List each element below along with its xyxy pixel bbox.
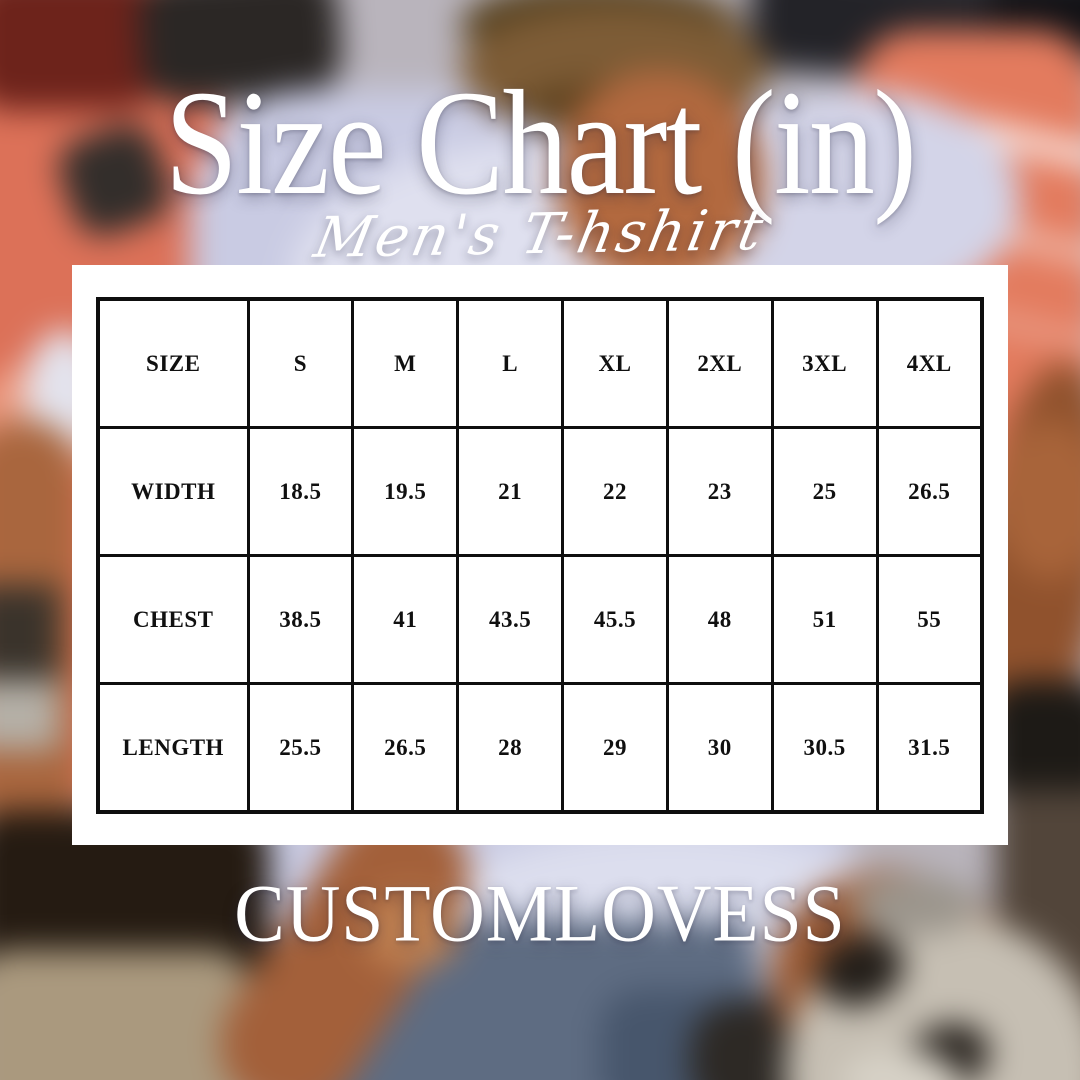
header-cell-2xl: 2XL	[665, 297, 774, 429]
table-row-width: WIDTH 18.5 19.5 21 22 23 25 26.5	[96, 426, 984, 557]
size-cell: 43.5	[456, 554, 565, 685]
page-title: Size Chart (in)	[164, 60, 917, 226]
bg-truck-dark-corner	[0, 0, 160, 110]
size-cell: 19.5	[351, 426, 460, 557]
size-chart-table: SIZE S M L XL 2XL 3XL 4XL WIDTH 18.5 19.…	[96, 297, 984, 814]
bg-right-elbow	[995, 420, 1080, 580]
header-cell-s: S	[246, 297, 355, 429]
size-cell: 25	[770, 426, 879, 557]
size-cell: 41	[351, 554, 460, 685]
row-label: WIDTH	[96, 426, 250, 557]
bg-left-gray-band	[0, 680, 60, 750]
size-cell: 29	[561, 682, 669, 814]
header-cell-xl: XL	[561, 297, 669, 429]
row-label: CHEST	[96, 554, 250, 685]
bg-left-dark-band	[0, 585, 60, 695]
size-cell: 30.5	[770, 682, 879, 814]
size-cell: 26.5	[351, 682, 460, 814]
table-row-length: LENGTH 25.5 26.5 28 29 30 30.5 31.5	[96, 682, 984, 814]
row-label: LENGTH	[96, 682, 250, 814]
bg-left-hand	[360, 890, 460, 970]
header-cell-size: SIZE	[96, 297, 250, 429]
size-cell: 18.5	[246, 426, 355, 557]
size-cell: 26.5	[875, 426, 984, 557]
size-cell: 48	[665, 554, 774, 685]
size-cell: 23	[665, 426, 774, 557]
header-cell-4xl: 4XL	[875, 297, 984, 429]
size-cell: 21	[456, 426, 565, 557]
size-cell: 30	[665, 682, 774, 814]
size-cell: 31.5	[875, 682, 984, 814]
bg-ground-tan	[0, 950, 250, 1080]
header-row: SIZE S M L XL 2XL 3XL 4XL	[96, 297, 984, 429]
size-cell: 45.5	[561, 554, 669, 685]
size-chart-panel: SIZE S M L XL 2XL 3XL 4XL WIDTH 18.5 19.…	[72, 265, 1008, 845]
size-cell: 51	[770, 554, 879, 685]
size-cell: 22	[561, 426, 669, 557]
size-cell: 55	[875, 554, 984, 685]
header-cell-3xl: 3XL	[770, 297, 879, 429]
size-cell: 28	[456, 682, 565, 814]
header-cell-l: L	[456, 297, 565, 429]
header-cell-m: M	[351, 297, 460, 429]
bg-wheel-rim-arc	[850, 875, 980, 935]
size-cell: 38.5	[246, 554, 355, 685]
brand-name: CUSTOMLOVESS	[234, 866, 846, 959]
table-row-chest: CHEST 38.5 41 43.5 45.5 48 51 55	[96, 554, 984, 685]
bg-neck	[555, 70, 765, 290]
size-cell: 25.5	[246, 682, 355, 814]
